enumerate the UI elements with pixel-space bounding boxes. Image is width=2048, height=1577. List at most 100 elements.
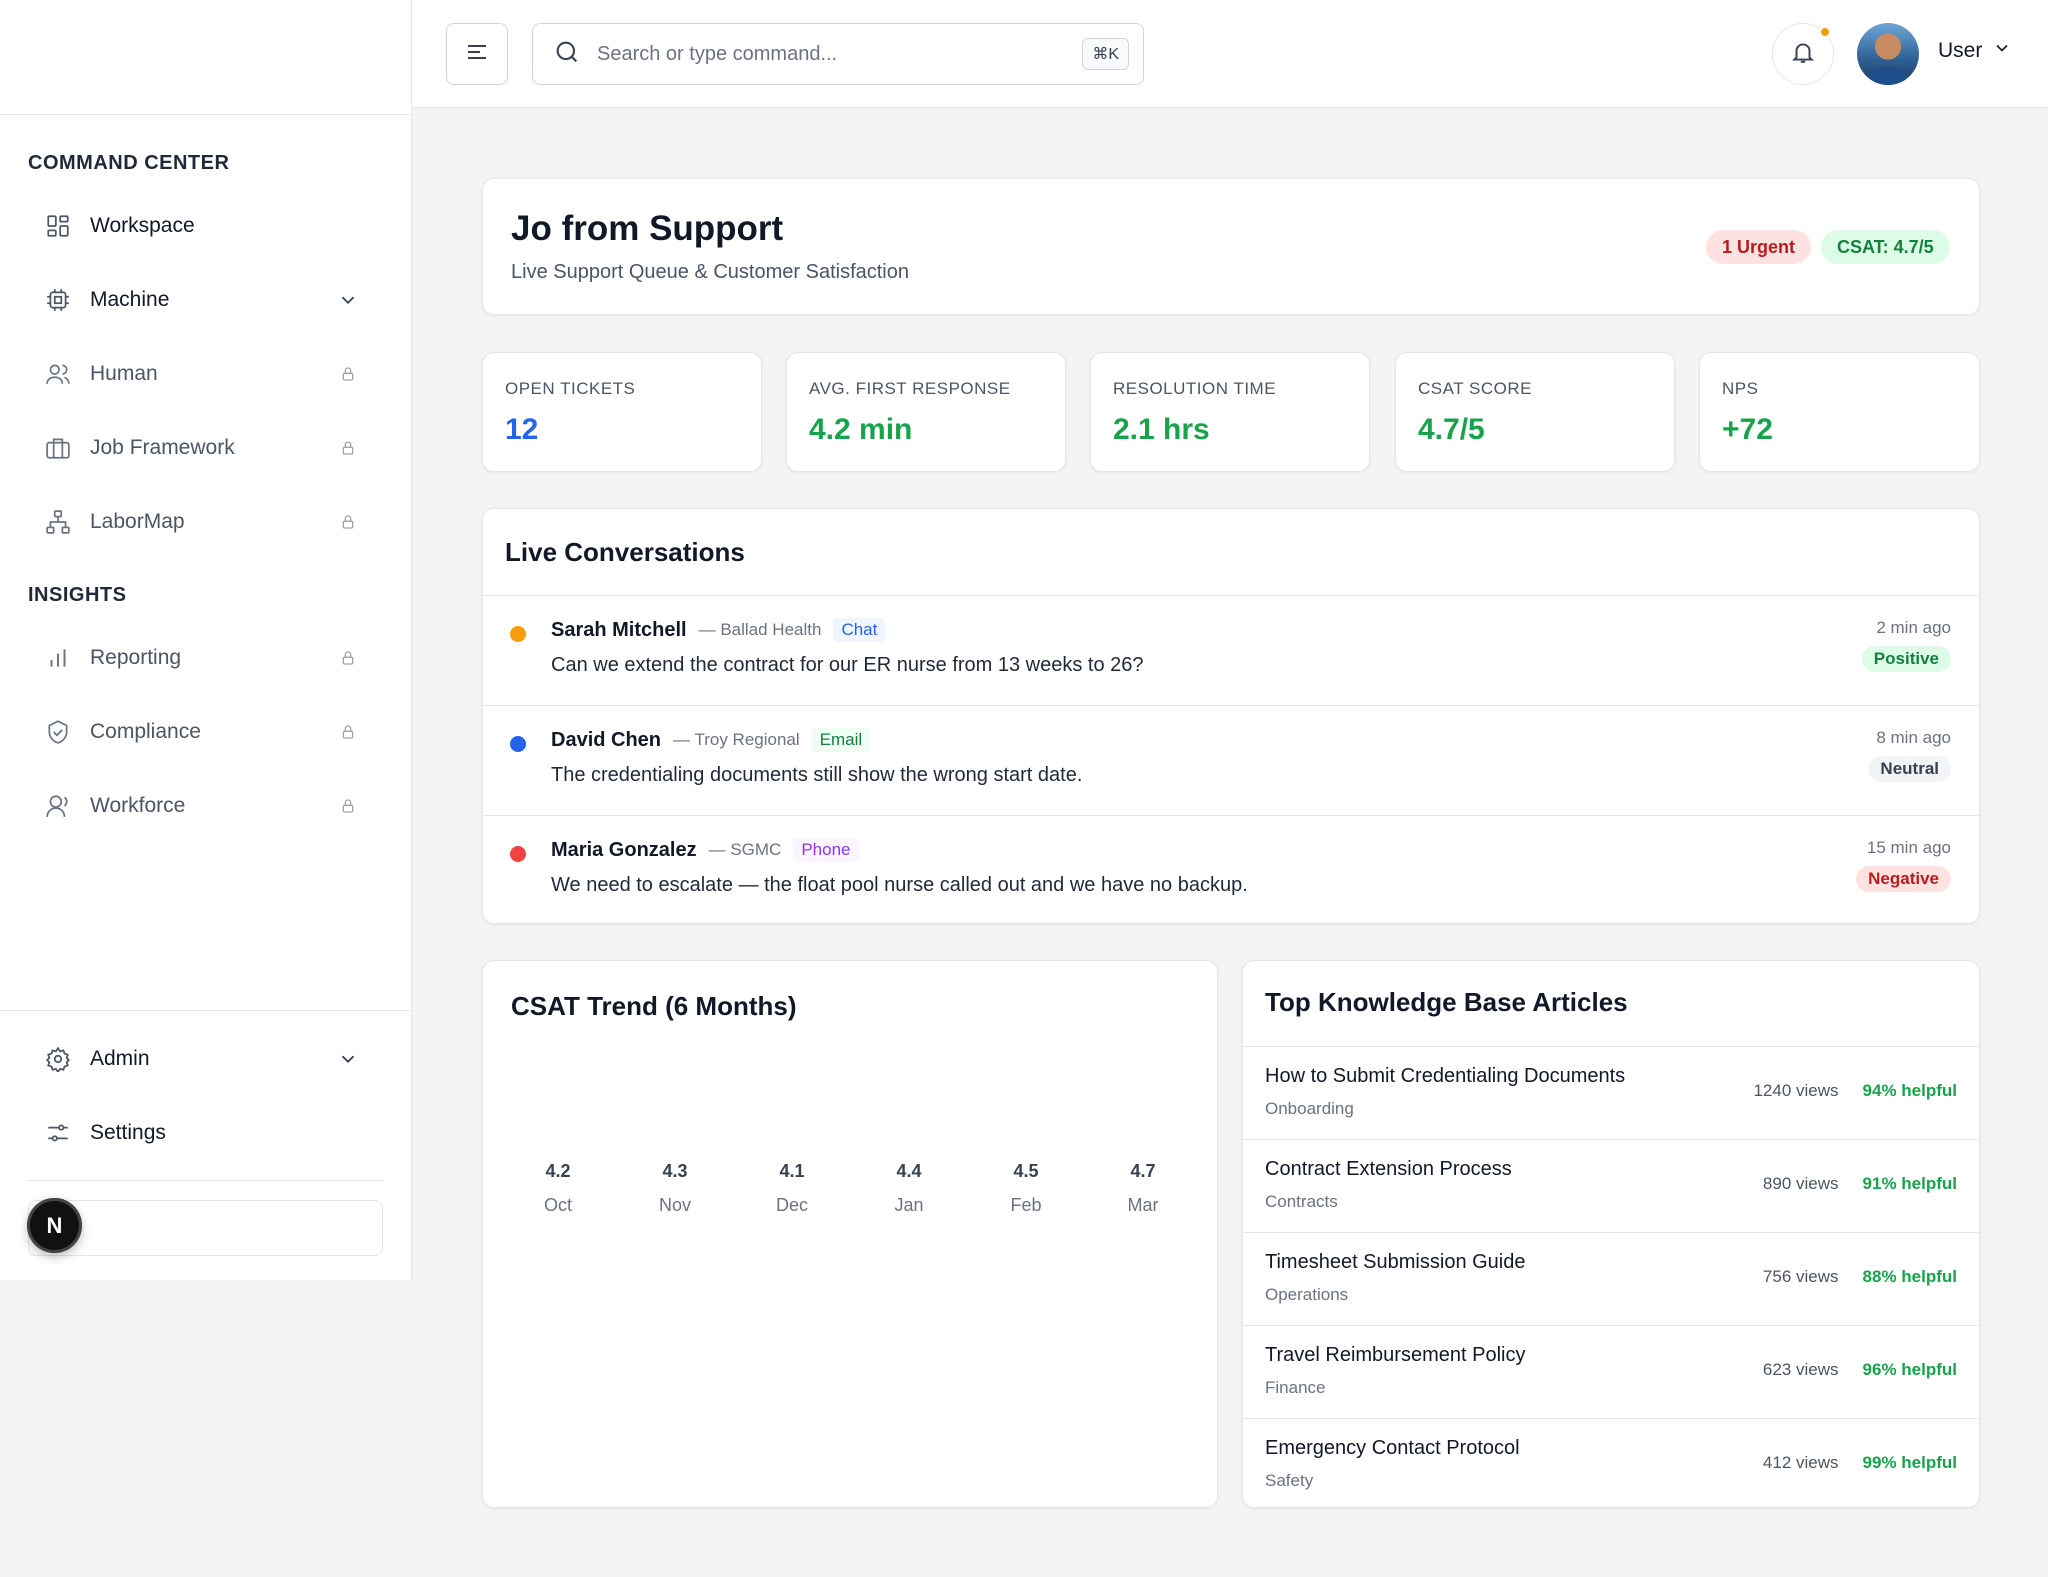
hierarchy-icon xyxy=(44,508,72,536)
grid-icon xyxy=(44,212,72,240)
n-badge[interactable]: N xyxy=(27,1198,82,1253)
contact-org: — SGMC xyxy=(708,840,782,859)
kb-article-title: Emergency Contact Protocol xyxy=(1265,1437,1520,1459)
sidebar-item-label: Admin xyxy=(90,1047,150,1070)
kpi-value: 2.1 hrs xyxy=(1113,413,1210,446)
kb-article-row[interactable]: Contract Extension Process Contracts 890… xyxy=(1243,1139,1979,1232)
lock-icon xyxy=(336,794,360,818)
notifications-button[interactable] xyxy=(1772,23,1834,85)
menu-toggle-button[interactable] xyxy=(446,23,508,85)
kpi-csat-score: CSAT SCORE 4.7/5 xyxy=(1395,352,1675,472)
sidebar-item-job-framework[interactable]: Job Framework xyxy=(28,420,370,476)
kb-article-title: Contract Extension Process xyxy=(1265,1158,1512,1180)
sidebar-item-machine[interactable]: Machine xyxy=(28,272,370,328)
urgent-badge[interactable]: 1 Urgent xyxy=(1706,230,1812,264)
conversation-row[interactable]: Sarah Mitchell — Ballad Health Chat Can … xyxy=(483,595,1979,705)
sidebar-item-reporting[interactable]: Reporting xyxy=(28,630,370,686)
kpi-label: RESOLUTION TIME xyxy=(1113,379,1277,398)
chevron-down-icon[interactable] xyxy=(336,1047,360,1071)
kb-article-category: Contracts xyxy=(1265,1192,1338,1211)
chevron-down-icon[interactable] xyxy=(336,288,360,312)
status-dot xyxy=(510,846,526,862)
conversation-row[interactable]: David Chen — Troy Regional Email The cre… xyxy=(483,705,1979,815)
kb-helpful: 94% helpful xyxy=(1862,1081,1957,1100)
user-menu[interactable]: User xyxy=(1938,38,2012,64)
contact-org: — Ballad Health xyxy=(698,620,822,639)
csat-trend-card: CSAT Trend (6 Months) 4.2 Oct 4.3 Nov 4.1 Dec… xyxy=(482,960,1218,1508)
shield-check-icon xyxy=(44,718,72,746)
avatar[interactable] xyxy=(1857,23,1919,85)
chevron-down-icon xyxy=(1982,38,2012,64)
kb-article-title: Timesheet Submission Guide xyxy=(1265,1251,1526,1273)
section-insights: INSIGHTS xyxy=(28,584,127,606)
kb-article-category: Onboarding xyxy=(1265,1099,1354,1118)
lock-icon xyxy=(336,436,360,460)
sidebar-item-label: Workforce xyxy=(90,794,186,817)
lock-icon xyxy=(336,510,360,534)
sentiment-badge: Negative xyxy=(1856,866,1951,892)
bar-value-label: 4.5 xyxy=(1013,1161,1038,1181)
sidebar-item-label: Compliance xyxy=(90,720,201,743)
sentiment-badge: Neutral xyxy=(1868,756,1951,782)
knowledge-base-card: Top Knowledge Base Articles How to Submi… xyxy=(1242,960,1980,1508)
search-input[interactable] xyxy=(597,42,1083,66)
kpi-resolution-time: RESOLUTION TIME 2.1 hrs xyxy=(1090,352,1370,472)
x-tick-label: Feb xyxy=(1010,1195,1041,1215)
sidebar-item-label: Reporting xyxy=(90,646,182,669)
csat-chart: 4.2 Oct 4.3 Nov 4.1 Dec 4.4 Jan 4.5 Feb 4.7 Mar xyxy=(544,1161,1159,1215)
sidebar-input[interactable] xyxy=(28,1200,383,1256)
sidebar-item-human[interactable]: Human xyxy=(28,346,370,402)
x-tick-label: Nov xyxy=(659,1195,691,1215)
kb-article-title: How to Submit Credentialing Documents xyxy=(1265,1065,1626,1087)
contact-name: Sarah Mitchell xyxy=(551,618,687,641)
kb-article-row[interactable]: Timesheet Submission Guide Operations 75… xyxy=(1243,1232,1979,1325)
kb-article-category: Operations xyxy=(1265,1285,1349,1304)
user-name: User xyxy=(1938,39,1983,62)
menu-icon xyxy=(465,40,489,69)
kpi-value: 4.7/5 xyxy=(1418,413,1485,446)
search-bar[interactable]: ⌘K xyxy=(532,23,1144,85)
kb-article-row[interactable]: Emergency Contact Protocol Safety 412 vi… xyxy=(1243,1418,1979,1511)
sidebar: COMMAND CENTER Workspace Machine Human J… xyxy=(0,0,412,1280)
bar-chart-icon xyxy=(44,644,72,672)
kb-helpful: 99% helpful xyxy=(1862,1453,1957,1472)
sidebar-item-admin[interactable]: Admin xyxy=(28,1031,370,1087)
kb-article-row[interactable]: Travel Reimbursement Policy Finance 623 … xyxy=(1243,1325,1979,1418)
kb-helpful: 91% helpful xyxy=(1862,1174,1957,1193)
kpi-nps: NPS +72 xyxy=(1699,352,1980,472)
live-conversations-title: Live Conversations xyxy=(505,537,745,567)
x-tick-label: Jan xyxy=(894,1195,923,1215)
kb-article-title: Travel Reimbursement Policy xyxy=(1265,1344,1526,1366)
lock-icon xyxy=(336,720,360,744)
briefcase-icon xyxy=(44,434,72,462)
sidebar-item-workspace[interactable]: Workspace xyxy=(28,198,370,254)
kb-views: 412 views xyxy=(1762,1453,1839,1472)
sidebar-item-label: Settings xyxy=(90,1121,166,1144)
user-icon xyxy=(44,792,72,820)
conversation-time: 8 min ago xyxy=(1876,728,1951,747)
channel-tag: Phone xyxy=(793,838,859,862)
sidebar-item-labormap[interactable]: LaborMap xyxy=(28,494,370,550)
cpu-icon xyxy=(44,286,72,314)
kb-views: 890 views xyxy=(1762,1174,1839,1193)
bar-value-label: 4.3 xyxy=(662,1161,687,1181)
sidebar-item-workforce[interactable]: Workforce xyxy=(28,778,370,834)
sidebar-item-settings[interactable]: Settings xyxy=(28,1105,370,1161)
sidebar-item-compliance[interactable]: Compliance xyxy=(28,704,370,760)
page-subtitle: Live Support Queue & Customer Satisfacti… xyxy=(511,261,909,283)
conversation-row[interactable]: Maria Gonzalez — SGMC Phone We need to e… xyxy=(483,815,1979,925)
conversation-time: 2 min ago xyxy=(1876,618,1951,637)
bar-value-label: 4.1 xyxy=(779,1161,804,1181)
kpi-open-tickets: OPEN TICKETS 12 xyxy=(482,352,762,472)
kb-article-category: Safety xyxy=(1265,1471,1314,1490)
sentiment-badge: Positive xyxy=(1861,646,1951,672)
sidebar-item-label: Human xyxy=(90,362,158,385)
sidebar-item-label: Workspace xyxy=(90,214,195,237)
kpi-value: 12 xyxy=(505,413,539,446)
conversation-message: The credentialing documents still show t… xyxy=(551,764,1083,786)
contact-org: — Troy Regional xyxy=(673,730,800,749)
notification-dot xyxy=(1819,26,1831,38)
page-title: Jo from Support xyxy=(511,209,784,248)
kb-article-row[interactable]: How to Submit Credentialing Documents On… xyxy=(1243,1046,1979,1139)
conversation-time: 15 min ago xyxy=(1866,838,1951,857)
